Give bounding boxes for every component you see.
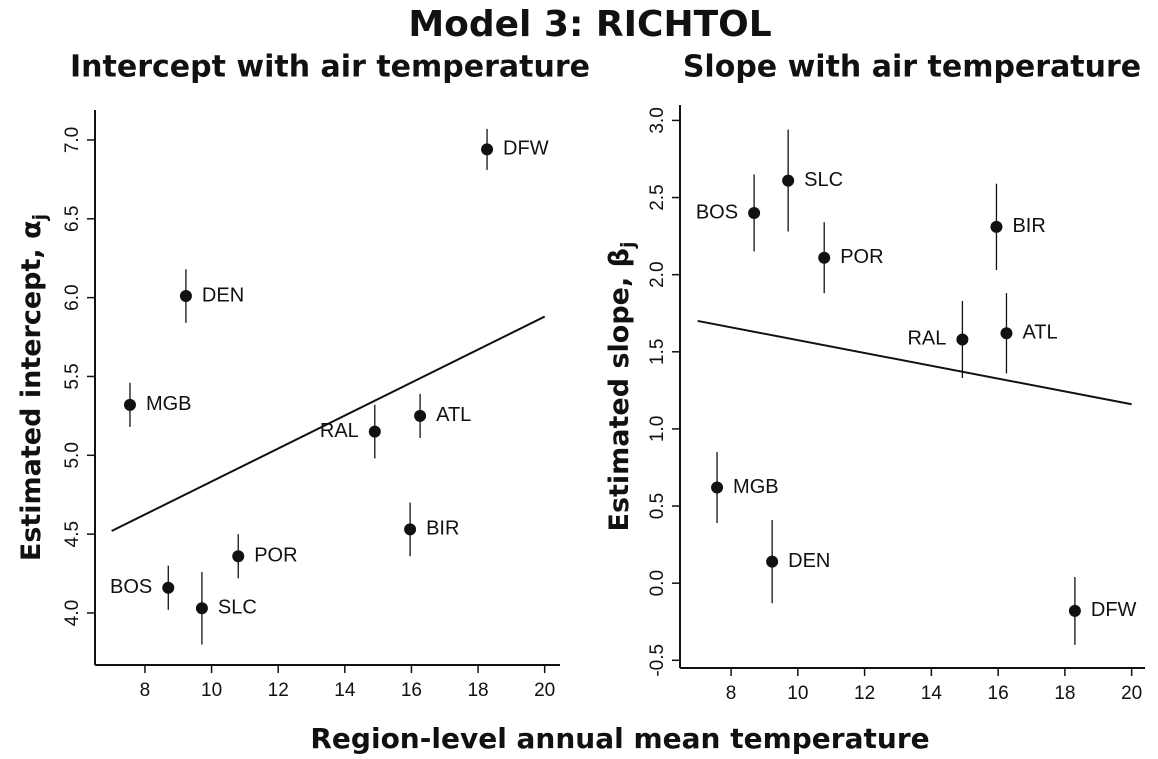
point-label: DEN	[202, 284, 244, 306]
point	[179, 290, 192, 303]
point	[195, 602, 208, 615]
point-label: POR	[840, 246, 883, 268]
point-label: BIR	[426, 518, 459, 540]
fit-line	[697, 319, 1132, 406]
x-tick-label: 12	[268, 680, 289, 701]
y-tick-label: 6.5	[62, 206, 83, 232]
y-tick-label: 1.5	[647, 339, 668, 365]
y-tick-label: 3.0	[647, 107, 668, 133]
x-tick-label: 14	[921, 683, 943, 704]
x-tick-label: 10	[787, 683, 808, 704]
point	[404, 523, 417, 536]
point-label: SLC	[804, 169, 843, 191]
y-tick-label: 4.0	[62, 600, 83, 626]
point	[232, 550, 245, 563]
y-axis-label-main: Estimated intercept, α	[16, 220, 47, 561]
y-axis-label: Estimated intercept, αj	[16, 214, 51, 561]
point-label: DFW	[503, 138, 549, 160]
point	[481, 143, 494, 156]
y-tick-label: 2.5	[647, 184, 668, 210]
x-tick-label: 16	[401, 680, 422, 701]
point-label: MGB	[146, 393, 192, 415]
y-tick-label: -0.5	[647, 644, 668, 677]
fit-line	[111, 315, 546, 532]
point	[1068, 604, 1081, 617]
y-tick-label: 0.0	[647, 570, 668, 596]
x-tick-label: 20	[534, 680, 555, 701]
point-label: BIR	[1012, 215, 1045, 237]
point	[748, 206, 761, 219]
point-label: SLC	[218, 597, 257, 619]
point	[414, 409, 427, 422]
point	[766, 555, 779, 568]
x-tick-label: 10	[201, 680, 222, 701]
x-tick-label: 18	[467, 680, 488, 701]
y-axis-label-subscript: j	[29, 214, 51, 222]
y-tick-label: 6.0	[62, 284, 83, 310]
figure-title: Model 3: RICHTOL	[408, 4, 771, 45]
point	[956, 333, 969, 346]
point	[162, 581, 175, 594]
y-tick-label: 5.5	[62, 363, 83, 389]
point	[1000, 327, 1013, 340]
point	[368, 425, 381, 438]
point-label: BOS	[696, 201, 738, 223]
y-tick-label: 4.5	[62, 521, 83, 547]
panel-title: Slope with air temperature	[683, 50, 1141, 85]
y-axis-label: Estimated slope, βj	[604, 242, 639, 532]
x-tick-label: 20	[1121, 683, 1142, 704]
y-tick-label: 5.0	[62, 442, 83, 468]
y-tick-label: 0.5	[647, 493, 668, 519]
point-label: MGB	[733, 476, 779, 498]
point-label: DEN	[788, 550, 830, 572]
point-label: ATL	[1022, 322, 1057, 344]
y-tick-label: 1.0	[647, 416, 668, 442]
point-label: ATL	[436, 404, 471, 426]
point-label: POR	[254, 544, 297, 566]
point	[818, 251, 831, 264]
point-label: BOS	[110, 576, 152, 598]
x-tick-label: 18	[1054, 683, 1075, 704]
x-tick-label: 8	[726, 683, 737, 704]
y-tick-label: 7.0	[62, 127, 83, 153]
x-axis-label: Region-level annual mean temperature	[310, 722, 929, 755]
point	[782, 174, 795, 187]
x-tick-label: 14	[334, 680, 356, 701]
y-tick-label: 2.0	[647, 261, 668, 287]
point	[990, 220, 1003, 233]
x-tick-label: 8	[140, 680, 151, 701]
x-tick-label: 12	[854, 683, 875, 704]
point-label: RAL	[320, 420, 359, 442]
point-label: DFW	[1091, 599, 1137, 621]
y-axis-label-subscript: j	[617, 242, 639, 250]
point	[123, 398, 136, 411]
point	[711, 481, 724, 494]
y-axis-label-main: Estimated slope, β	[604, 248, 635, 531]
x-tick-label: 16	[988, 683, 1009, 704]
point-label: RAL	[907, 328, 946, 350]
panel-title: Intercept with air temperature	[70, 50, 590, 85]
